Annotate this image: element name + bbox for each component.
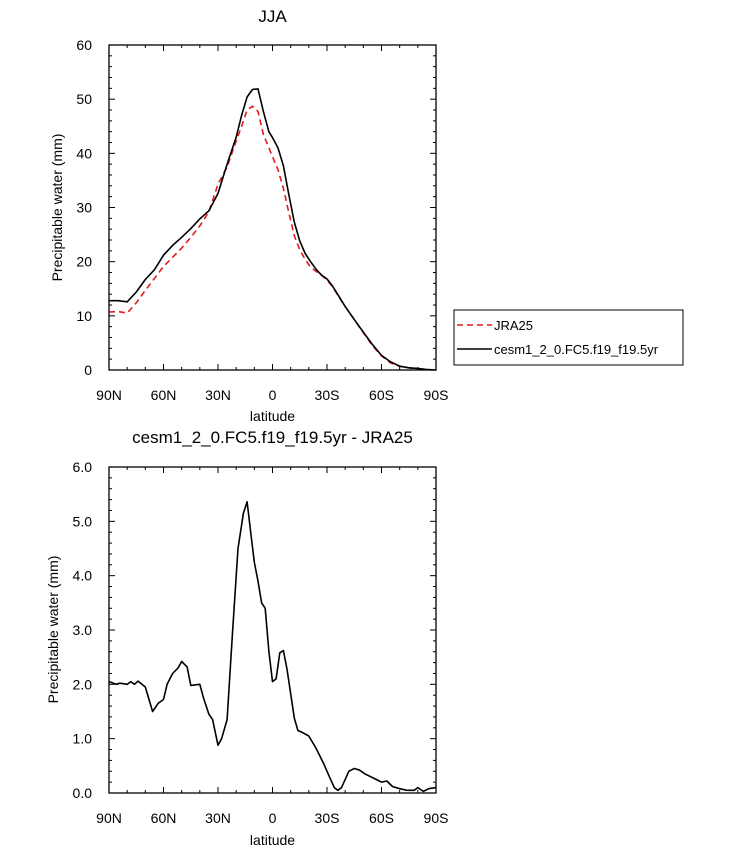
top-chart-plot-frame xyxy=(108,44,437,371)
top-chart-y-axis-label: Precipitable water (mm) xyxy=(49,134,65,282)
top-chart-x-tick-label: 60N xyxy=(151,387,177,403)
top-chart-series-line-1 xyxy=(108,105,437,371)
bottom-chart-y-tick-label: 6.0 xyxy=(73,459,93,475)
top-chart-x-axis-label: latitude xyxy=(250,408,295,424)
top-chart-x-tick-label: 30S xyxy=(315,387,340,403)
bottom-chart-x-tick-label: 30N xyxy=(205,810,231,826)
bottom-chart-x-tick-label: 90S xyxy=(424,810,449,826)
top-chart-series-line-2 xyxy=(109,88,437,371)
bottom-chart-x-axis-label: latitude xyxy=(250,832,295,848)
bottom-chart-y-tick-label: 1.0 xyxy=(73,731,93,747)
bottom-chart-x-tick-label: 90N xyxy=(96,810,122,826)
top-chart-x-tick-label: 90N xyxy=(96,387,122,403)
bottom-chart-y-tick-label: 2.0 xyxy=(73,676,93,692)
bottom-chart-series-line-1 xyxy=(108,500,437,793)
bottom-chart-y-tick-label: 5.0 xyxy=(73,513,93,529)
legend: JRA25 cesm1_2_0.FC5.f19_f19.5yr xyxy=(453,309,684,366)
top-chart-y-tick-label: 30 xyxy=(76,200,92,216)
legend-cesm-label: cesm1_2_0.FC5.f19_f19.5yr xyxy=(494,342,659,357)
top-chart-x-tick-label: 90S xyxy=(424,387,449,403)
top-chart-title: JJA xyxy=(258,7,287,26)
bottom-chart-plot-frame xyxy=(108,466,437,794)
bottom-chart-x-tick-label: 30S xyxy=(315,810,340,826)
top-chart: JJA Precipitable water (mm) latitude 90N… xyxy=(49,7,448,424)
legend-jra25-label: JRA25 xyxy=(494,318,533,333)
bottom-chart-y-tick-label: 3.0 xyxy=(73,622,93,638)
bottom-chart-y-axis-label: Precipitable water (mm) xyxy=(45,556,61,704)
bottom-chart: cesm1_2_0.FC5.f19_f19.5yr - JRA25 Precip… xyxy=(45,428,448,848)
top-chart-y-tick-label: 20 xyxy=(76,254,92,270)
bottom-chart-title: cesm1_2_0.FC5.f19_f19.5yr - JRA25 xyxy=(132,428,413,447)
bottom-chart-y-tick-label: 0.0 xyxy=(73,785,93,801)
top-chart-x-tick-label: 30N xyxy=(205,387,231,403)
legend-box xyxy=(453,309,684,366)
bottom-chart-x-tick-label: 0 xyxy=(269,810,277,826)
bottom-chart-y-tick-label: 4.0 xyxy=(73,568,93,584)
top-chart-y-tick-label: 40 xyxy=(76,145,92,161)
bottom-chart-x-tick-label: 60S xyxy=(369,810,394,826)
bottom-chart-x-tick-label: 60N xyxy=(151,810,177,826)
top-chart-y-tick-label: 60 xyxy=(76,37,92,53)
top-chart-y-tick-label: 50 xyxy=(76,91,92,107)
top-chart-y-tick-label: 0 xyxy=(84,362,92,378)
top-chart-x-tick-label: 0 xyxy=(269,387,277,403)
top-chart-x-tick-label: 60S xyxy=(369,387,394,403)
top-chart-y-tick-label: 10 xyxy=(76,308,92,324)
